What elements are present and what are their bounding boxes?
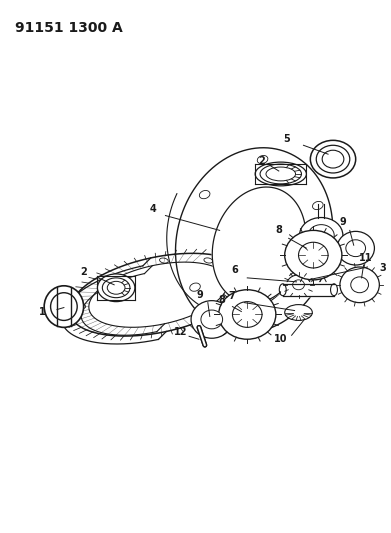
Ellipse shape	[201, 310, 222, 329]
Ellipse shape	[322, 150, 344, 168]
Text: 10: 10	[274, 334, 287, 344]
Text: 4: 4	[149, 204, 156, 214]
Text: 8: 8	[218, 295, 225, 305]
Text: 91151 1300 A: 91151 1300 A	[14, 21, 122, 35]
Ellipse shape	[340, 267, 379, 303]
Ellipse shape	[285, 230, 342, 280]
Ellipse shape	[102, 278, 130, 297]
Ellipse shape	[308, 224, 334, 246]
Ellipse shape	[260, 164, 301, 184]
Ellipse shape	[266, 167, 296, 181]
Ellipse shape	[107, 281, 125, 294]
Text: 1: 1	[39, 306, 46, 317]
Ellipse shape	[292, 280, 305, 290]
Ellipse shape	[233, 302, 262, 327]
Text: 9: 9	[339, 217, 346, 228]
Ellipse shape	[97, 274, 135, 302]
Polygon shape	[212, 187, 306, 303]
Ellipse shape	[351, 277, 368, 293]
Ellipse shape	[287, 275, 310, 295]
Ellipse shape	[255, 162, 307, 186]
Text: 11: 11	[359, 253, 372, 263]
Ellipse shape	[300, 217, 343, 253]
Text: 6: 6	[231, 265, 238, 275]
Ellipse shape	[298, 243, 328, 268]
Ellipse shape	[44, 286, 84, 327]
Text: 5: 5	[283, 134, 290, 144]
Text: 2: 2	[259, 156, 265, 166]
Ellipse shape	[50, 293, 77, 320]
Text: 9: 9	[197, 290, 203, 300]
Ellipse shape	[310, 140, 356, 178]
Text: 7: 7	[228, 290, 235, 301]
Ellipse shape	[219, 290, 276, 339]
Ellipse shape	[316, 146, 350, 173]
Ellipse shape	[285, 304, 312, 320]
Text: 2: 2	[80, 267, 87, 277]
Ellipse shape	[191, 301, 233, 338]
FancyBboxPatch shape	[282, 283, 335, 297]
Ellipse shape	[346, 240, 366, 256]
Text: 12: 12	[174, 327, 187, 337]
Text: 3: 3	[379, 263, 386, 273]
Ellipse shape	[337, 231, 375, 265]
Text: 8: 8	[275, 225, 282, 236]
